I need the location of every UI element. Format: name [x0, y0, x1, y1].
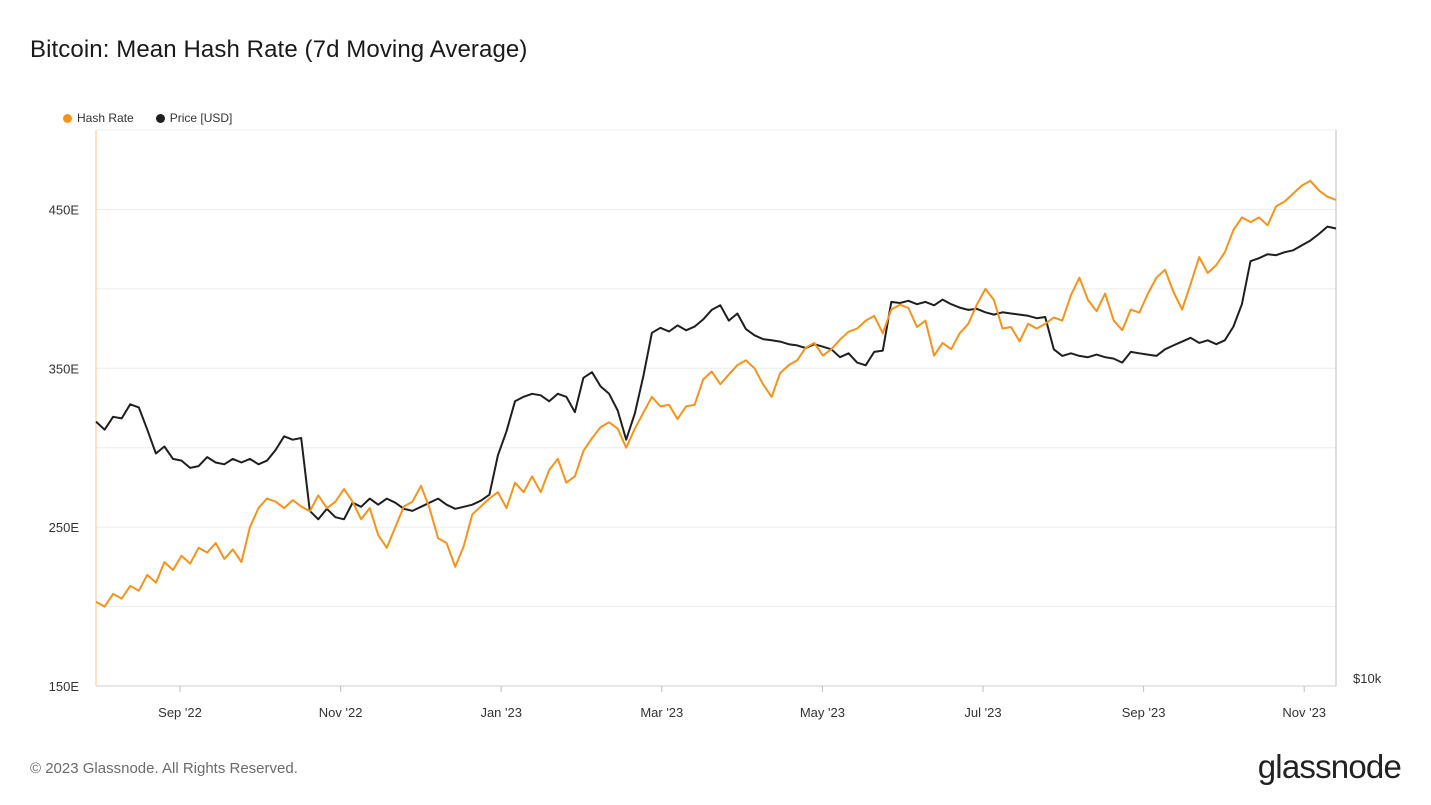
y-axis-labels: 150E 250E 350E 450E $10k: [49, 202, 1382, 694]
series: [95, 179, 1337, 608]
chart-title: Bitcoin: Mean Hash Rate (7d Moving Avera…: [30, 36, 528, 63]
y-tick-label: 350E: [49, 361, 80, 376]
price-line: [95, 225, 1337, 521]
x-tick-label: May '23: [800, 705, 845, 720]
x-axis-labels: Sep '22 Nov '22 Jan '23 Mar '23 May '23 Jul '…: [158, 686, 1326, 720]
legend: Hash Rate Price [USD]: [63, 111, 232, 125]
y-tick-label: 250E: [49, 520, 80, 535]
copyright-text: © 2023 Glassnode. All Rights Reserved.: [30, 760, 298, 777]
x-tick-label: Mar '23: [640, 705, 683, 720]
glassnode-logo: glassnode: [1257, 748, 1402, 785]
y-tick-label: 450E: [49, 202, 80, 217]
x-tick-label: Jan '23: [480, 705, 522, 720]
gridlines: [96, 129, 1336, 608]
axes: [95, 130, 1337, 687]
x-tick-label: Sep '23: [1122, 705, 1166, 720]
legend-label-hash-rate: Hash Rate: [77, 111, 134, 125]
legend-item-price[interactable]: Price [USD]: [155, 111, 233, 125]
x-tick-label: Nov '23: [1282, 705, 1326, 720]
y-tick-label: 150E: [49, 679, 80, 694]
hash-rate-dot-icon: [63, 113, 72, 123]
x-tick-label: Sep '22: [158, 705, 202, 720]
legend-item-hash-rate[interactable]: Hash Rate: [63, 111, 134, 125]
hash-rate-line: [95, 179, 1337, 608]
y-right-tick-label: $10k: [1353, 671, 1382, 686]
x-tick-label: Nov '22: [319, 705, 363, 720]
legend-label-price: Price [USD]: [169, 111, 233, 125]
price-dot-icon: [155, 113, 165, 123]
x-tick-label: Jul '23: [964, 705, 1001, 720]
